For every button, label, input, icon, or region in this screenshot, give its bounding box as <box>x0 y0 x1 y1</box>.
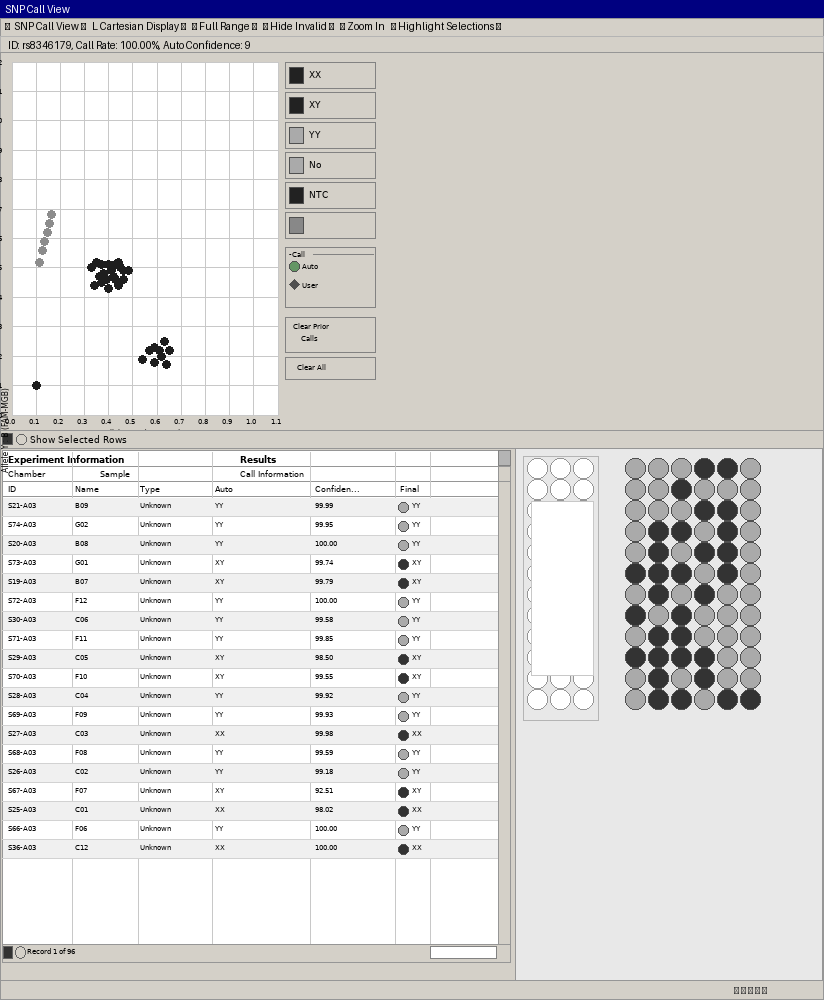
Text: Allele Y : B (FAM-MGB): Allele Y : B (FAM-MGB) <box>2 388 11 472</box>
